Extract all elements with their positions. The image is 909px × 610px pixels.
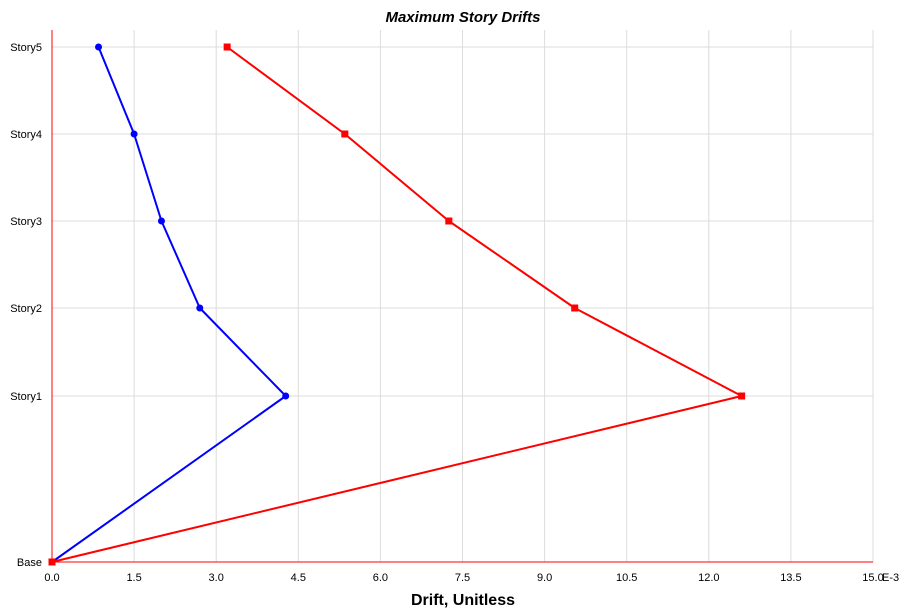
series-2-point bbox=[571, 304, 579, 312]
x-tick-label: 12.0 bbox=[698, 572, 719, 584]
x-tick-label: 7.5 bbox=[455, 572, 470, 584]
x-unit-suffix: E-3 bbox=[882, 572, 899, 584]
grid-lines bbox=[52, 30, 874, 562]
series-2-point bbox=[223, 43, 231, 51]
series-1-point bbox=[157, 217, 165, 225]
series-2-point bbox=[48, 558, 56, 566]
series-1-point bbox=[95, 43, 103, 51]
x-tick-label: 4.5 bbox=[291, 572, 306, 584]
y-tick-label: Story2 bbox=[10, 303, 42, 315]
y-axis-ticks: Base Story1 Story2 Story3 Story4 Story5 bbox=[10, 42, 42, 569]
y-tick-label: Story4 bbox=[10, 129, 42, 141]
series-2-point bbox=[341, 130, 349, 138]
series-1-point bbox=[130, 130, 138, 138]
x-tick-label: 6.0 bbox=[373, 572, 388, 584]
y-tick-label: Story1 bbox=[10, 391, 42, 403]
series-layer bbox=[48, 43, 746, 566]
series-2-point bbox=[738, 392, 746, 400]
x-tick-label: 0.0 bbox=[44, 572, 59, 584]
series-2-line bbox=[51, 46, 743, 563]
x-tick-label: 9.0 bbox=[537, 572, 552, 584]
x-tick-label: 13.5 bbox=[780, 572, 801, 584]
x-tick-label: 3.0 bbox=[209, 572, 224, 584]
axes bbox=[51, 30, 873, 563]
series-1-point bbox=[282, 392, 290, 400]
y-tick-label: Story5 bbox=[10, 42, 42, 54]
y-tick-label: Story3 bbox=[10, 216, 42, 228]
y-tick-label: Base bbox=[17, 557, 42, 569]
series-1-point bbox=[196, 304, 204, 312]
x-axis-ticks: 0.0 1.5 3.0 4.5 6.0 7.5 9.0 10.5 12.0 13.5 15.0 bbox=[44, 572, 883, 584]
x-tick-label: 10.5 bbox=[616, 572, 637, 584]
chart-title: Maximum Story Drifts bbox=[385, 9, 540, 26]
series-2-point bbox=[445, 217, 453, 225]
x-axis-label: Drift, Unitless bbox=[411, 592, 515, 609]
x-tick-label: 1.5 bbox=[126, 572, 141, 584]
x-tick-label: 15.0 bbox=[862, 572, 883, 584]
series-1-line bbox=[51, 46, 287, 563]
